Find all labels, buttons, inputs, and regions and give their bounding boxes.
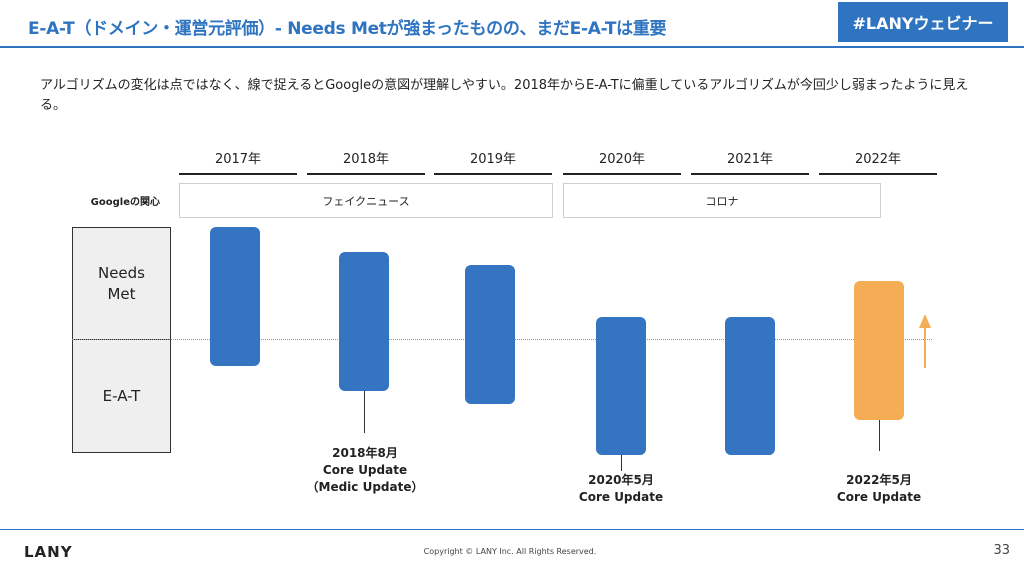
- footer-divider: [0, 529, 1024, 530]
- bar-2021: [725, 316, 775, 456]
- lany-logo: LANY: [24, 543, 73, 561]
- year-underline: [563, 173, 681, 175]
- annotation-2020-core-update: 2020年5月 Core Update: [578, 473, 664, 504]
- concern-fake-news: フェイクニュース: [179, 183, 553, 218]
- bar-2022: [854, 280, 904, 420]
- year-underline: [691, 173, 809, 175]
- wick-2018: [364, 390, 365, 434]
- category-needs-met: Needs Met: [72, 227, 171, 341]
- header-divider: [0, 46, 1024, 48]
- concern-corona: コロナ: [563, 183, 881, 218]
- year-label-2022: 2022年: [854, 152, 902, 167]
- bar-2020: [596, 316, 646, 456]
- up-arrow-icon: [919, 314, 931, 368]
- copyright-text: Copyright © LANY Inc. All Rights Reserve…: [423, 547, 597, 556]
- bar-2017: [210, 227, 260, 366]
- annotation-2022-core-update: 2022年5月 Core Update: [836, 473, 922, 504]
- wick-2022: [879, 419, 880, 451]
- webinar-badge: #LANYウェビナー: [838, 2, 1008, 42]
- category-eat: E-A-T: [72, 339, 171, 453]
- year-underline: [179, 173, 297, 175]
- bar-2019: [465, 265, 515, 404]
- year-label-2021: 2021年: [726, 152, 774, 167]
- year-underline: [307, 173, 425, 175]
- year-label-2019: 2019年: [469, 152, 517, 167]
- year-label-2020: 2020年: [598, 152, 646, 167]
- year-underline: [819, 173, 937, 175]
- page-number: 33: [993, 543, 1010, 558]
- description-text: アルゴリズムの変化は点ではなく、線で捉えるとGoogleの意図が理解しやすい。2…: [40, 78, 969, 113]
- google-concern-label: Googleの関心: [90, 197, 160, 208]
- bar-2018: [339, 251, 389, 391]
- page-title: E-A-T（ドメイン・運営元評価）- Needs Metが強まったものの、まだE…: [28, 19, 667, 39]
- year-label-2018: 2018年: [342, 152, 390, 167]
- annotation-2018-core-update: 2018年8月 Core Update （Medic Update）: [306, 446, 424, 494]
- year-label-2017: 2017年: [214, 152, 262, 167]
- year-underline: [434, 173, 552, 175]
- wick-2020: [621, 455, 622, 472]
